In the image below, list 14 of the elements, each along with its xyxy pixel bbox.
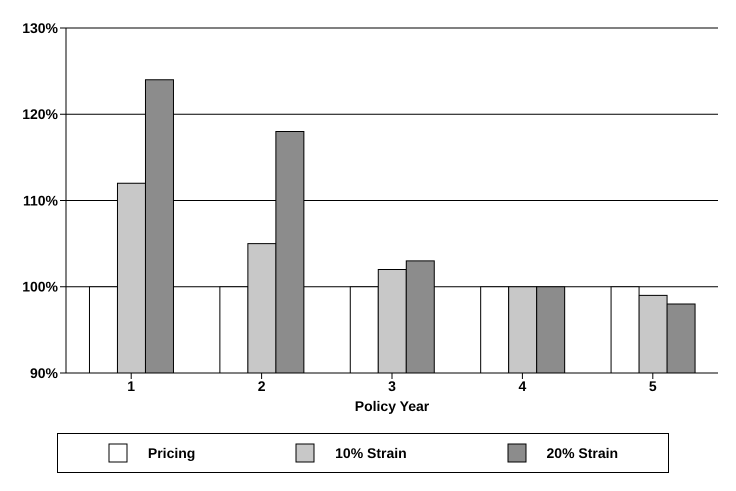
y-tick-label: 120%	[22, 106, 59, 122]
x-tick-label: 5	[648, 378, 657, 394]
y-tick-label: 130%	[22, 20, 59, 36]
x-axis-title: Policy Year	[354, 398, 430, 414]
y-tick-label: 110%	[22, 192, 59, 208]
x-tick-label: 4	[518, 378, 526, 394]
legend-label: 20% Strain	[546, 445, 618, 461]
x-tick-label: 2	[258, 378, 266, 394]
legend-label: Pricing	[148, 445, 196, 461]
x-tick-label: 1	[127, 378, 136, 394]
x-tick-label: 3	[388, 378, 396, 394]
y-tick-label: 90%	[30, 364, 59, 381]
legend-label: 10% Strain	[335, 445, 407, 461]
y-tick-label: 100%	[22, 278, 59, 295]
